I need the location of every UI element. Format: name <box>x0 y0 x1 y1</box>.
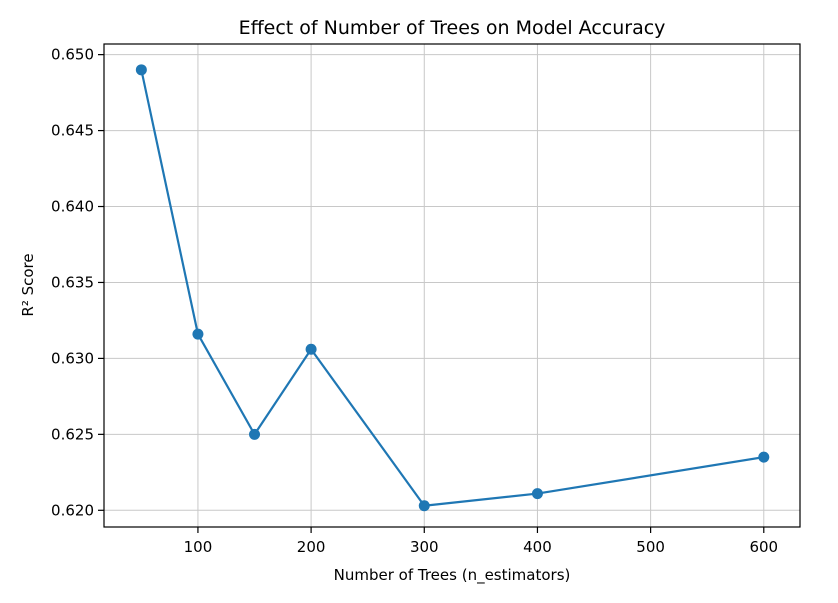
data-point <box>305 343 317 355</box>
y-tick-label: 0.650 <box>51 46 94 64</box>
x-tick-label: 100 <box>184 538 213 556</box>
x-tick-label: 500 <box>636 538 665 556</box>
x-tick-label: 600 <box>749 538 778 556</box>
data-point <box>192 328 204 340</box>
x-axis-label: Number of Trees (n_estimators) <box>334 566 571 585</box>
y-axis-label: R² Score <box>19 253 37 316</box>
data-point <box>249 428 261 440</box>
data-point <box>758 451 770 463</box>
data-point <box>418 500 430 512</box>
y-tick-label: 0.620 <box>51 501 94 519</box>
y-tick-label: 0.635 <box>51 273 94 291</box>
x-tick-label: 300 <box>410 538 439 556</box>
tick-layer: 100 200 300 400 500 600 0.620 0.625 0.630 0.635 0.… <box>51 46 778 556</box>
y-tick-label: 0.630 <box>51 349 94 367</box>
series-line <box>140 69 764 507</box>
y-tick-label: 0.640 <box>51 198 94 216</box>
y-tick-label: 0.625 <box>51 425 94 443</box>
data-point <box>135 64 147 76</box>
plot-frame <box>103 43 801 528</box>
chart-title: Effect of Number of Trees on Model Accur… <box>239 17 666 39</box>
series-layer <box>135 64 770 512</box>
grid-lines <box>104 44 800 527</box>
y-tick-label: 0.645 <box>51 122 94 140</box>
data-point <box>531 488 543 500</box>
x-tick-label: 400 <box>523 538 552 556</box>
x-tick-label: 200 <box>297 538 326 556</box>
